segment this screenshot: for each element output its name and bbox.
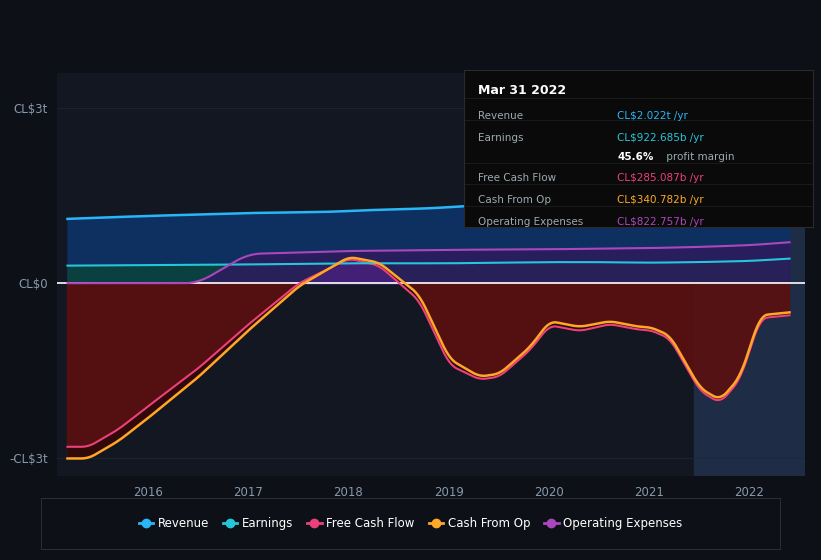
Text: Free Cash Flow: Free Cash Flow [478,174,556,184]
Text: profit margin: profit margin [663,152,734,161]
Text: 45.6%: 45.6% [617,152,654,161]
Text: CL$285.087b /yr: CL$285.087b /yr [617,174,704,184]
Legend: Revenue, Earnings, Free Cash Flow, Cash From Op, Operating Expenses: Revenue, Earnings, Free Cash Flow, Cash … [135,514,686,534]
Text: Operating Expenses: Operating Expenses [478,217,583,227]
Text: Mar 31 2022: Mar 31 2022 [478,84,566,97]
Text: CL$822.757b /yr: CL$822.757b /yr [617,217,704,227]
Text: Cash From Op: Cash From Op [478,195,551,206]
Text: Revenue: Revenue [478,111,523,121]
Text: CL$2.022t /yr: CL$2.022t /yr [617,111,688,121]
Text: Earnings: Earnings [478,133,523,143]
Text: CL$340.782b /yr: CL$340.782b /yr [617,195,704,206]
Bar [695,73,805,476]
Text: CL$922.685b /yr: CL$922.685b /yr [617,133,704,143]
